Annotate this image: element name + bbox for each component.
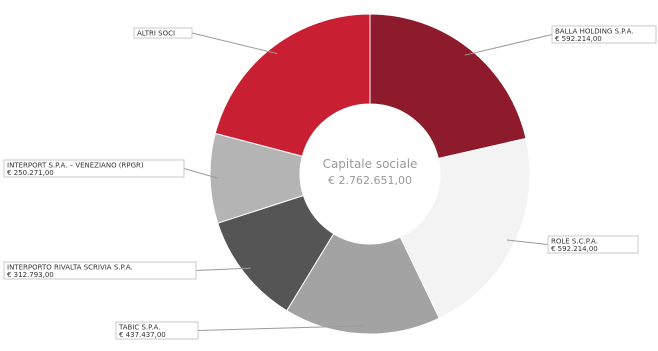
slice-label-4: INTERPORTO RIVALTA SCRIVIA S.P.A.€ 312.7… [3,261,197,280]
slice-label-1: BALLA HOLDING S.P.A.€ 592.214,00 [551,25,657,44]
label-box [547,235,639,254]
slice-label-5: INTERPORT S.P.A. – VENEZIANO (RPGR)€ 250… [3,159,185,178]
slice-name-label: ALTRI SOCI [137,30,175,38]
slice-name-label: BALLA HOLDING S.P.A. [555,28,634,36]
slice-label-2: ROLE S.C.P.A.€ 592.214,00 [547,235,639,254]
label-box [133,27,193,39]
slice-1 [369,13,527,160]
slice-label-3: TABIC S.P.A.€ 437.437,00 [115,321,199,340]
leader-line [464,34,553,56]
label-box [551,25,657,44]
slice-amount-label: € 312.793,00 [7,271,54,279]
slice-name-label: TABIC S.P.A. [118,324,160,332]
slice-name-label: INTERPORTO RIVALTA SCRIVIA S.P.A. [7,264,133,272]
label-box [3,159,185,178]
slices-group [209,13,531,335]
center-title: Capitale sociale [323,157,418,171]
slice-label-6: ALTRI SOCI [133,27,193,39]
slice-3 [286,233,440,335]
leader-line [183,168,219,179]
leader-line [191,32,278,55]
slice-name-label: INTERPORT S.P.A. – VENEZIANO (RPGR) [7,162,144,170]
leader-line [197,325,363,331]
slice-amount-label: € 437.437,00 [119,331,166,339]
label-box [115,321,199,340]
label-box [3,261,197,280]
slice-2 [399,137,531,319]
slice-6 [214,13,371,157]
leaders-group [183,32,553,331]
center-value: € 2.762.651,00 [328,174,412,187]
slice-amount-label: € 250.271,00 [7,169,54,177]
slice-amount-label: € 592.214,00 [555,35,602,43]
leader-line [506,239,549,245]
slice-amount-label: € 592.214,00 [551,245,598,253]
slice-name-label: ROLE S.C.P.A. [551,238,598,246]
leader-line [195,267,251,271]
